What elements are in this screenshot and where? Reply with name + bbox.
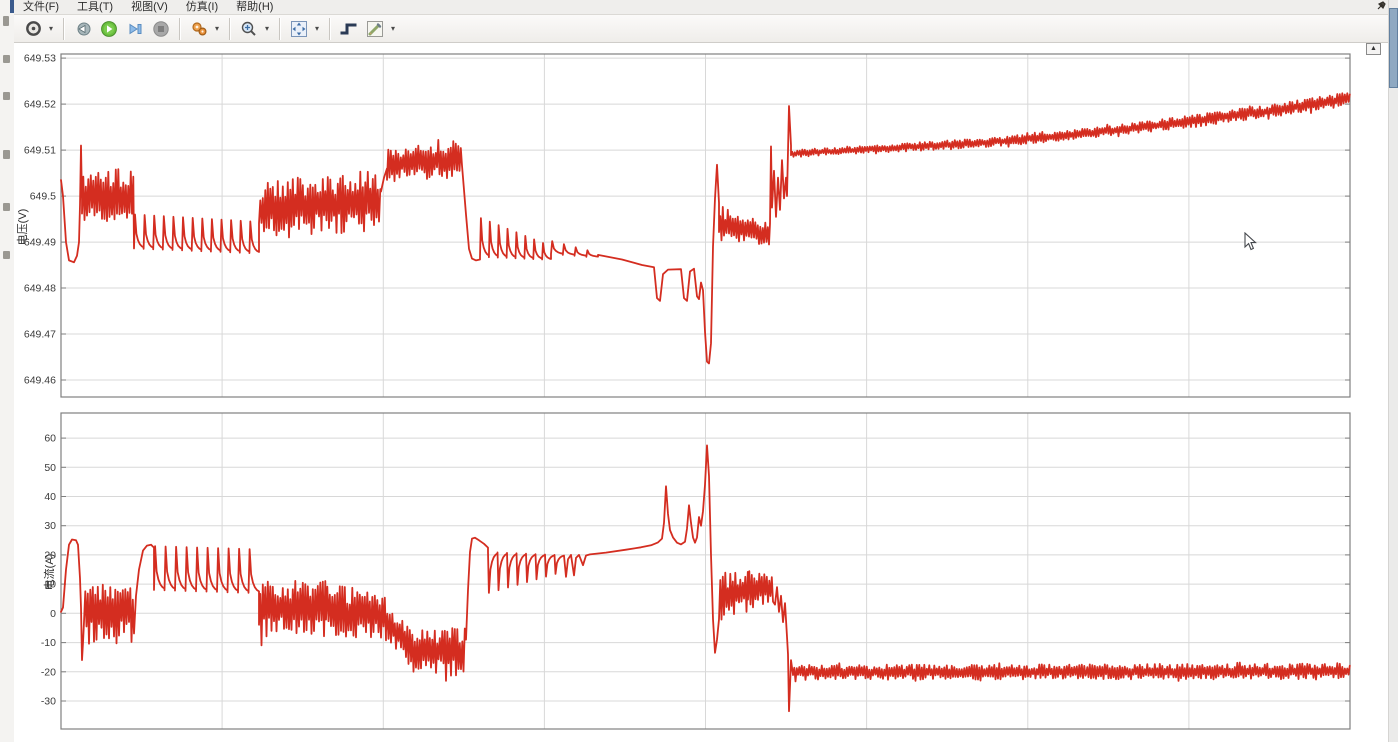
voltage-axis-label: 电压(V) bbox=[17, 208, 29, 246]
background-app-icon bbox=[3, 150, 10, 159]
run-icon bbox=[101, 20, 117, 37]
background-app-icon bbox=[3, 16, 9, 26]
simulation-settings-button[interactable] bbox=[187, 17, 211, 41]
toolbar-separator bbox=[279, 17, 281, 40]
voltage-plot[interactable] bbox=[75, 54, 1364, 397]
toolbar-separator bbox=[63, 17, 65, 40]
dropdown-caret-icon[interactable]: ▾ bbox=[214, 24, 219, 33]
background-app-icon bbox=[3, 92, 10, 100]
scope-window: 文件(F) 工具(T) 视图(V) 仿真(I) 帮助(H) ▾ bbox=[14, 0, 1390, 742]
scope-parameters-icon bbox=[25, 21, 41, 36]
signal-step-button[interactable] bbox=[337, 17, 361, 41]
background-window-edge bbox=[0, 0, 15, 742]
annotate-pen-button[interactable] bbox=[363, 17, 387, 41]
stop-icon bbox=[153, 20, 169, 37]
current-axis-label: 电流(A) bbox=[44, 553, 56, 591]
step-back-icon bbox=[77, 22, 91, 35]
toolbar-separator bbox=[179, 17, 181, 40]
dropdown-caret-icon[interactable]: ▾ bbox=[390, 24, 395, 33]
toolbar: ▾ bbox=[14, 15, 1390, 43]
mouse-cursor bbox=[1244, 232, 1257, 251]
step-back-button[interactable] bbox=[71, 17, 95, 41]
fit-to-view-icon bbox=[291, 20, 307, 37]
menu-simulation[interactable]: 仿真(I) bbox=[185, 1, 219, 13]
scope-parameters-button[interactable] bbox=[21, 17, 45, 41]
background-titlebar-sliver bbox=[10, 0, 15, 13]
scrollbar-thumb[interactable] bbox=[1389, 8, 1398, 88]
background-app-icon bbox=[3, 203, 10, 211]
scrollbar-strip[interactable] bbox=[1388, 0, 1398, 742]
run-button[interactable] bbox=[97, 17, 121, 41]
step-forward-icon bbox=[129, 23, 142, 34]
menu-file[interactable]: 文件(F) bbox=[23, 1, 60, 13]
stop-button[interactable] bbox=[149, 17, 173, 41]
menu-tools[interactable]: 工具(T) bbox=[77, 1, 114, 13]
pin-icon[interactable] bbox=[1376, 1, 1386, 11]
current-plot[interactable] bbox=[75, 413, 1364, 729]
dock-up-button[interactable]: ▲ bbox=[1366, 43, 1381, 55]
menu-help[interactable]: 帮助(H) bbox=[236, 1, 274, 13]
signal-step-icon bbox=[340, 23, 357, 34]
menu-bar: 文件(F) 工具(T) 视图(V) 仿真(I) 帮助(H) bbox=[14, 0, 1390, 15]
dropdown-caret-icon[interactable]: ▾ bbox=[314, 24, 319, 33]
toolbar-separator bbox=[329, 17, 331, 40]
dropdown-caret-icon[interactable]: ▾ bbox=[264, 24, 269, 33]
menu-view[interactable]: 视图(V) bbox=[131, 1, 168, 13]
annotate-pen-icon bbox=[367, 20, 383, 37]
zoom-button[interactable] bbox=[237, 17, 261, 41]
background-app-icon bbox=[3, 251, 10, 259]
toolbar-separator bbox=[229, 17, 231, 40]
background-app-icon bbox=[3, 55, 10, 63]
step-forward-button[interactable] bbox=[123, 17, 147, 41]
zoom-icon bbox=[241, 21, 256, 36]
dropdown-caret-icon[interactable]: ▾ bbox=[48, 24, 53, 33]
simulation-settings-icon bbox=[191, 21, 207, 36]
fit-to-view-button[interactable] bbox=[287, 17, 311, 41]
